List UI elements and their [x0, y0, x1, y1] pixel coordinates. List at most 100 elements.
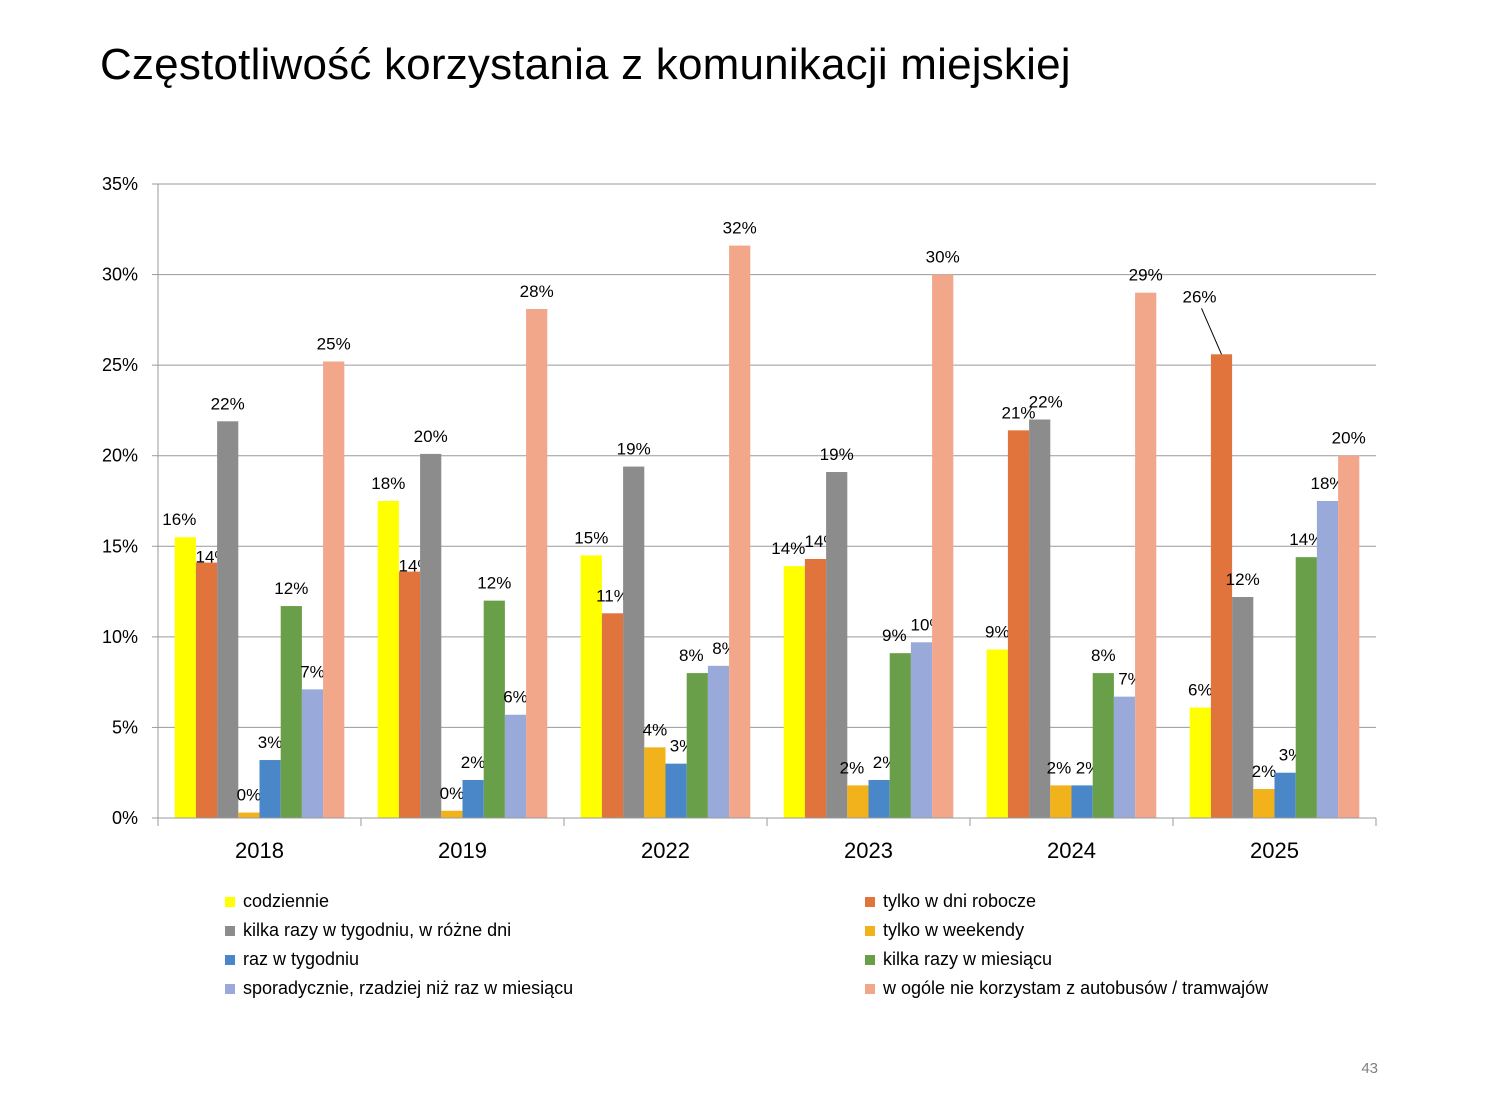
data-label: 2%	[1047, 758, 1072, 777]
bar	[377, 501, 399, 818]
legend-swatch	[225, 954, 235, 965]
bar	[601, 613, 624, 818]
bar	[889, 653, 911, 818]
data-label: 14%	[1289, 530, 1323, 549]
legend-item-tylko-w-weekendy: tylko w weekendy	[865, 919, 1325, 942]
bar	[1210, 354, 1233, 818]
x-tick-label: 2024	[1047, 838, 1096, 863]
legend-label: tylko w dni robocze	[883, 891, 1037, 911]
data-label: 12%	[1226, 570, 1260, 589]
bar	[932, 274, 954, 819]
x-tick-label: 2019	[438, 838, 487, 863]
legend-label: kilka razy w tygodniu, w różne dni	[243, 920, 512, 940]
bar	[238, 812, 260, 818]
x-tick-label: 2023	[844, 838, 893, 863]
data-label: 12%	[274, 579, 308, 598]
bar	[1135, 292, 1157, 819]
data-label: 9%	[882, 626, 907, 645]
bar	[323, 361, 345, 818]
legend-item-codziennie: codziennie	[225, 890, 865, 913]
data-label: 4%	[643, 720, 668, 739]
bar	[1274, 772, 1296, 818]
y-tick-label: 0%	[112, 808, 138, 828]
data-label: 29%	[1129, 266, 1163, 285]
data-label: 2%	[840, 758, 865, 777]
data-label: 2%	[461, 753, 486, 772]
data-label: 19%	[820, 445, 854, 464]
data-label: 6%	[1188, 681, 1213, 700]
legend-item-kilka-razy-w-tygodniu: kilka razy w tygodniu, w różne dni	[225, 919, 865, 942]
data-label: 20%	[1332, 429, 1366, 448]
legend-item-tylko-w-dni-robocze: tylko w dni robocze	[865, 890, 1325, 913]
data-label: 18%	[1310, 474, 1344, 493]
legend-swatch	[865, 954, 875, 965]
data-label: 32%	[723, 219, 757, 238]
data-label: 3%	[258, 733, 283, 752]
legend-item-raz-w-tygodniu: raz w tygodniu	[225, 948, 865, 971]
data-label: 28%	[520, 282, 554, 301]
bar	[1316, 501, 1339, 818]
bar	[623, 466, 645, 818]
bar	[259, 760, 281, 818]
data-label: 12%	[477, 574, 511, 593]
data-label: 25%	[317, 335, 351, 354]
data-label: 6%	[503, 688, 528, 707]
legend-label: kilka razy w miesiącu	[883, 949, 1053, 969]
bar	[483, 600, 505, 818]
bar	[986, 649, 1008, 818]
legend-label: tylko w weekendy	[883, 920, 1025, 940]
bar	[729, 245, 751, 819]
bar	[1232, 597, 1254, 818]
bar	[826, 472, 848, 818]
chart-legend: codziennie tylko w dni robocze kilka raz…	[225, 890, 1325, 1000]
bar	[580, 555, 602, 818]
data-label: 21%	[1001, 403, 1035, 422]
y-tick-label: 15%	[102, 536, 138, 556]
legend-swatch	[865, 896, 875, 907]
data-label: 19%	[617, 440, 651, 459]
legend-label: w ogóle nie korzystam z autobusów / tram…	[883, 978, 1269, 998]
bar	[847, 785, 869, 818]
x-tick-label: 2018	[235, 838, 284, 863]
bar	[868, 779, 890, 818]
data-label: 18%	[371, 474, 405, 493]
bar	[280, 606, 302, 818]
data-label: 14%	[771, 539, 805, 558]
bar	[195, 562, 218, 818]
bar	[686, 673, 708, 818]
legend-swatch	[865, 925, 875, 936]
data-label: 11%	[596, 586, 629, 605]
legend-label: sporadycznie, rzadziej niż raz w miesiąc…	[243, 978, 574, 998]
legend-label: raz w tygodniu	[243, 949, 360, 969]
bar	[783, 566, 805, 818]
bar	[526, 308, 548, 818]
bar	[707, 665, 730, 818]
bar	[1189, 707, 1211, 818]
data-label: 30%	[926, 248, 960, 267]
data-label: 7%	[300, 662, 325, 681]
bar	[217, 421, 239, 818]
legend-swatch	[225, 896, 235, 907]
x-tick-label: 2025	[1250, 838, 1299, 863]
bar	[1050, 785, 1072, 818]
y-tick-label: 25%	[102, 355, 138, 375]
bar	[1113, 696, 1136, 818]
bar	[504, 714, 527, 818]
legend-item-w-ogole-nie-korzystam: w ogóle nie korzystam z autobusów / tram…	[865, 977, 1325, 1000]
bar	[1295, 557, 1317, 818]
bar	[665, 763, 687, 818]
x-tick-label: 2022	[641, 838, 690, 863]
bar	[1338, 455, 1360, 818]
data-label: 2%	[1252, 762, 1277, 781]
data-label: 22%	[211, 394, 245, 413]
data-label: 26%	[1182, 287, 1216, 306]
bar	[441, 810, 463, 818]
data-label: 16%	[162, 510, 196, 529]
legend-item-kilka-razy-w-miesiacu: kilka razy w miesiącu	[865, 948, 1325, 971]
y-tick-label: 20%	[102, 446, 138, 466]
page-title: Częstotliwość korzystania z komunikacji …	[100, 40, 1071, 89]
legend-label: codziennie	[243, 891, 330, 911]
bar	[1092, 673, 1114, 818]
bar	[1007, 430, 1030, 818]
